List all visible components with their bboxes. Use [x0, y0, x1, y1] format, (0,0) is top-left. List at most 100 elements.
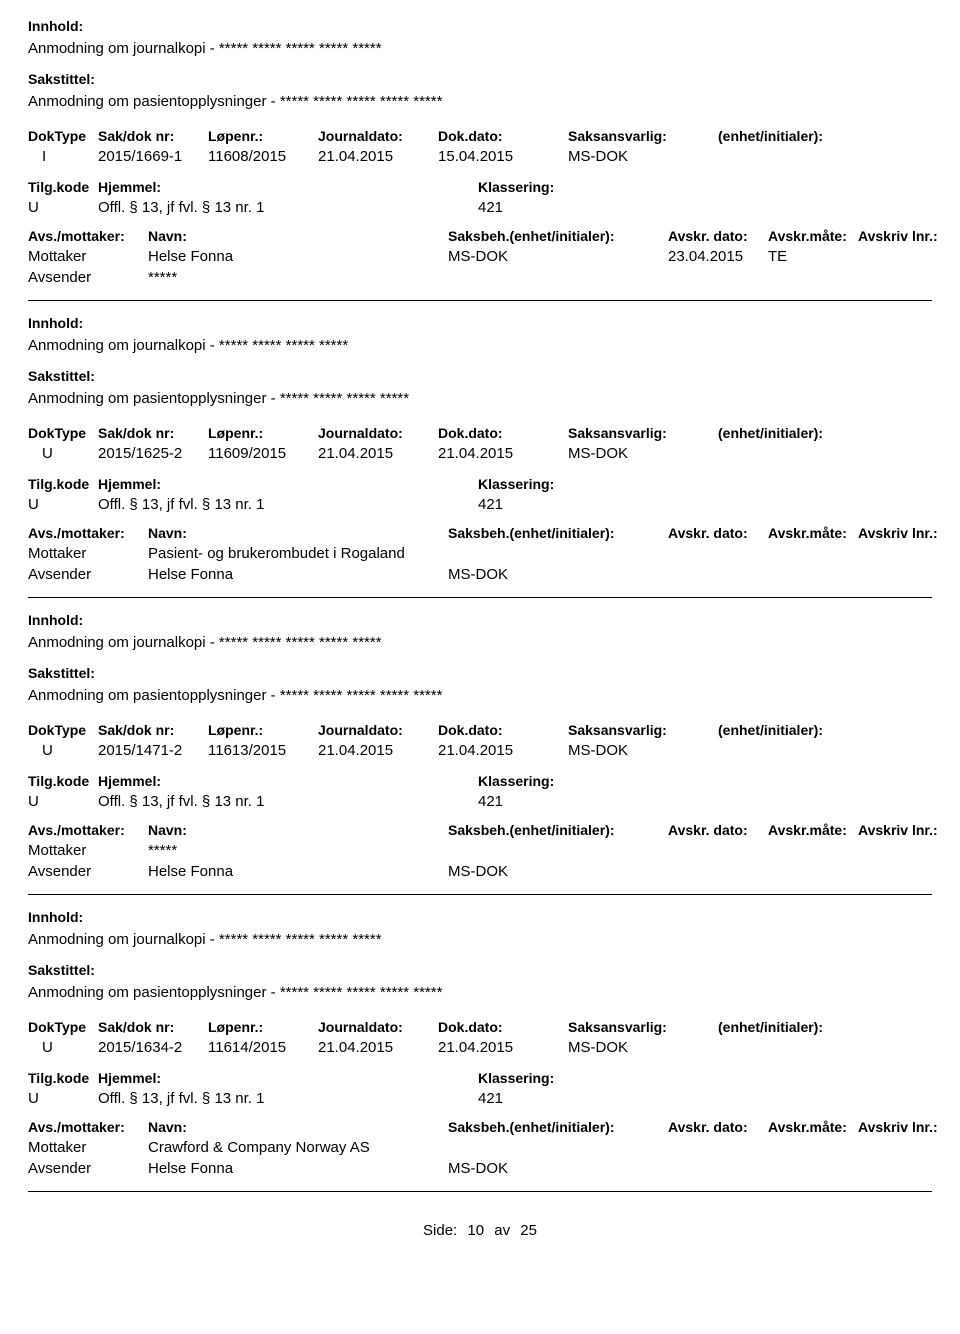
- innhold-label: Innhold:: [28, 612, 932, 628]
- val-enhet: [718, 742, 878, 759]
- footer-label: Side:: [423, 1222, 457, 1239]
- party-row: AvsenderHelse FonnaMS-DOK: [28, 1160, 932, 1177]
- sakstittel-text: Anmodning om pasientopplysninger - *****…: [28, 390, 932, 407]
- party-role: Mottaker: [28, 545, 148, 562]
- party-avskrmate: [768, 1160, 858, 1177]
- innhold-text: Anmodning om journalkopi - ***** ***** *…: [28, 337, 932, 354]
- hdr-klassering: Klassering:: [478, 179, 778, 195]
- hdr-navn: Navn:: [148, 525, 448, 541]
- hdr-sakdoknr: Sak/dok nr:: [98, 722, 208, 738]
- hdr-dokdato: Dok.dato:: [438, 722, 568, 738]
- party-avskrdato: [668, 842, 768, 859]
- party-avskrdato: [668, 863, 768, 880]
- party-avskrivlnr: [858, 1160, 958, 1177]
- val-enhet: [718, 445, 878, 462]
- hdr-dokdato: Dok.dato:: [438, 1019, 568, 1035]
- hdr-tilgkode: Tilg.kode: [28, 179, 98, 195]
- footer-sep: av: [494, 1222, 510, 1239]
- hdr-lopenr: Løpenr.:: [208, 128, 318, 144]
- journal-record: Innhold: Anmodning om journalkopi - *****…: [28, 18, 932, 301]
- val-klassering: 421: [478, 199, 778, 216]
- hdr-journaldato: Journaldato:: [318, 425, 438, 441]
- hdr-avskrdato: Avskr. dato:: [668, 822, 768, 838]
- innhold-label: Innhold:: [28, 18, 932, 34]
- party-avskrdato: [668, 1139, 768, 1156]
- innhold-text: Anmodning om journalkopi - ***** ***** *…: [28, 931, 932, 948]
- party-role: Avsender: [28, 863, 148, 880]
- hdr-doktype: DokType: [28, 1019, 98, 1035]
- val-sakdoknr: 2015/1634-2: [98, 1039, 208, 1056]
- party-role: Avsender: [28, 566, 148, 583]
- party-role: Mottaker: [28, 248, 148, 265]
- hdr-hjemmel: Hjemmel:: [98, 179, 478, 195]
- journal-record: Innhold:Anmodning om journalkopi - *****…: [28, 612, 932, 895]
- innhold-text: Anmodning om journalkopi - ***** ***** *…: [28, 40, 932, 57]
- val-lopenr: 11613/2015: [208, 742, 318, 759]
- hdr-saksbeh: Saksbeh.(enhet/initialer):: [448, 1119, 668, 1135]
- party-saksbeh: [448, 545, 668, 562]
- hdr-sakdoknr: Sak/dok nr:: [98, 425, 208, 441]
- hdr-avsmottaker: Avs./mottaker:: [28, 525, 148, 541]
- hdr-saksansvarlig: Saksansvarlig:: [568, 1019, 718, 1035]
- val-doktype: I: [28, 148, 98, 165]
- party-navn: Helse Fonna: [148, 1160, 448, 1177]
- hdr-avsmottaker: Avs./mottaker:: [28, 822, 148, 838]
- hdr-saksbeh: Saksbeh.(enhet/initialer):: [448, 822, 668, 838]
- party-navn: Helse Fonna: [148, 863, 448, 880]
- party-avskrivlnr: [858, 248, 958, 265]
- val-klassering: 421: [478, 496, 778, 513]
- party-avskrdato: 23.04.2015: [668, 248, 768, 265]
- party-role: Avsender: [28, 269, 148, 286]
- val-journaldato: 21.04.2015: [318, 445, 438, 462]
- val-doktype: U: [28, 1039, 98, 1056]
- sakstittel-text: Anmodning om pasientopplysninger - *****…: [28, 687, 932, 704]
- val-lopenr: 11609/2015: [208, 445, 318, 462]
- hdr-avsmottaker: Avs./mottaker:: [28, 228, 148, 244]
- val-saksansvarlig: MS-DOK: [568, 445, 718, 462]
- val-sakdoknr: 2015/1625-2: [98, 445, 208, 462]
- journal-record: Innhold:Anmodning om journalkopi - *****…: [28, 315, 932, 598]
- party-avskrivlnr: [858, 842, 958, 859]
- val-tilgkode: U: [28, 793, 98, 810]
- hdr-klassering: Klassering:: [478, 476, 778, 492]
- hdr-saksansvarlig: Saksansvarlig:: [568, 425, 718, 441]
- hdr-lopenr: Løpenr.:: [208, 425, 318, 441]
- sakstittel-text: Anmodning om pasientopplysninger - *****…: [28, 93, 932, 110]
- hdr-saksbeh: Saksbeh.(enhet/initialer):: [448, 228, 668, 244]
- val-journaldato: 21.04.2015: [318, 742, 438, 759]
- hdr-journaldato: Journaldato:: [318, 128, 438, 144]
- val-enhet: [718, 148, 878, 165]
- hdr-navn: Navn:: [148, 228, 448, 244]
- val-hjemmel: Offl. § 13, jf fvl. § 13 nr. 1: [98, 793, 478, 810]
- hdr-avskrmate: Avskr.måte:: [768, 525, 858, 541]
- footer-current: 10: [467, 1222, 484, 1239]
- hdr-klassering: Klassering:: [478, 773, 778, 789]
- val-journaldato: 21.04.2015: [318, 1039, 438, 1056]
- party-role: Avsender: [28, 1160, 148, 1177]
- party-row: AvsenderHelse FonnaMS-DOK: [28, 566, 932, 583]
- val-lopenr: 11608/2015: [208, 148, 318, 165]
- party-avskrmate: [768, 566, 858, 583]
- party-row: Mottaker*****: [28, 842, 932, 859]
- hdr-hjemmel: Hjemmel:: [98, 476, 478, 492]
- sakstittel-label: Sakstittel:: [28, 368, 932, 384]
- party-navn: Helse Fonna: [148, 248, 448, 265]
- hdr-avskrivlnr: Avskriv lnr.:: [858, 1119, 958, 1135]
- val-hjemmel: Offl. § 13, jf fvl. § 13 nr. 1: [98, 199, 478, 216]
- hdr-avskrdato: Avskr. dato:: [668, 1119, 768, 1135]
- party-avskrmate: TE: [768, 248, 858, 265]
- hdr-saksansvarlig: Saksansvarlig:: [568, 128, 718, 144]
- val-journaldato: 21.04.2015: [318, 148, 438, 165]
- party-avskrmate: [768, 842, 858, 859]
- party-role: Mottaker: [28, 1139, 148, 1156]
- val-saksansvarlig: MS-DOK: [568, 742, 718, 759]
- hdr-sakdoknr: Sak/dok nr:: [98, 1019, 208, 1035]
- hdr-navn: Navn:: [148, 1119, 448, 1135]
- hdr-tilgkode: Tilg.kode: [28, 773, 98, 789]
- val-dokdato: 15.04.2015: [438, 148, 568, 165]
- party-saksbeh: MS-DOK: [448, 863, 668, 880]
- hdr-hjemmel: Hjemmel:: [98, 773, 478, 789]
- party-saksbeh: [448, 842, 668, 859]
- hdr-saksbeh: Saksbeh.(enhet/initialer):: [448, 525, 668, 541]
- sakstittel-text: Anmodning om pasientopplysninger - *****…: [28, 984, 932, 1001]
